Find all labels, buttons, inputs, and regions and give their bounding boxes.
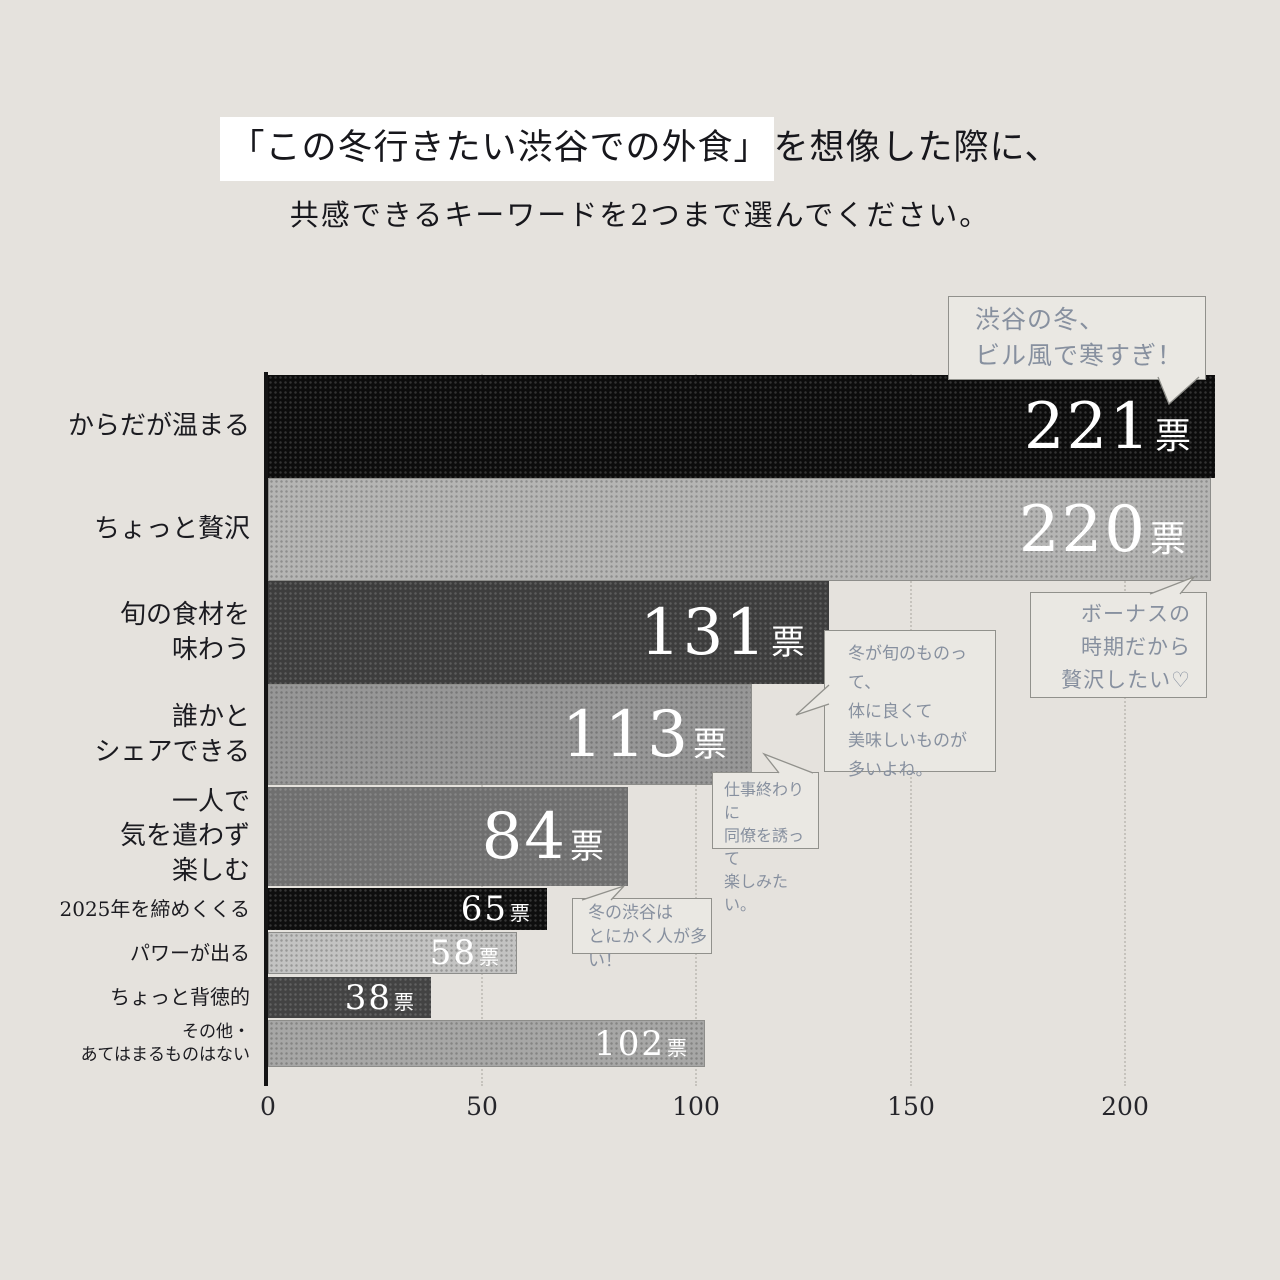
x-tick-150: 150 bbox=[887, 1092, 935, 1121]
speech-bubble-bonus-tail bbox=[1149, 575, 1197, 595]
title-highlight: 「この冬行きたい渋谷での外食」 bbox=[219, 117, 774, 181]
bar-8-value: 38 bbox=[344, 977, 392, 1018]
title-line-1: 「この冬行きたい渋谷での外食」 を想像した際に、 bbox=[0, 117, 1280, 181]
category-label-8: ちょっと背徳的 bbox=[110, 985, 250, 1010]
bar-2-value: 220 bbox=[1018, 492, 1147, 567]
speech-bubble-after-work-tail bbox=[762, 752, 814, 774]
bar-8: 38 票 bbox=[268, 977, 431, 1018]
bar-4-unit: 票 bbox=[693, 724, 729, 765]
bar-6: 65 票 bbox=[268, 888, 547, 930]
title-rest: を想像した際に、 bbox=[773, 128, 1061, 168]
bar-1: 221 票 bbox=[268, 375, 1215, 478]
speech-bubble-cold-wind-tail bbox=[1157, 376, 1200, 406]
speech-bubble-crowded-tail bbox=[581, 885, 625, 901]
bar-9-value: 102 bbox=[594, 1023, 665, 1064]
speech-bubble-seasonal-food-tail bbox=[795, 684, 830, 716]
bar-1-unit: 票 bbox=[1154, 415, 1193, 457]
y-axis-line bbox=[264, 372, 268, 1086]
speech-bubble-seasonal-food: 冬が旬のものって、 体に良くて 美味しいものが 多いよね。 bbox=[824, 630, 996, 780]
speech-bubble-crowded: 冬の渋谷は とにかく人が多い！ bbox=[572, 898, 712, 971]
bar-7: 58 票 bbox=[268, 932, 517, 974]
category-label-9: その他・ あてはまるものはない bbox=[80, 1022, 250, 1065]
bar-5-unit: 票 bbox=[570, 826, 606, 867]
bar-7-unit: 票 bbox=[479, 945, 501, 969]
bar-4: 113 票 bbox=[268, 684, 752, 785]
x-tick-100: 100 bbox=[672, 1092, 720, 1121]
x-tick-0: 0 bbox=[260, 1092, 276, 1121]
bar-8-unit: 票 bbox=[394, 989, 416, 1014]
bar-9-unit: 票 bbox=[667, 1035, 689, 1060]
category-label-3: 旬の食材を 味わう bbox=[119, 600, 250, 665]
category-label-7: パワーが出る bbox=[130, 940, 250, 965]
speech-bubble-cold-wind: 渋谷の冬、 ビル風で寒すぎ！ bbox=[948, 296, 1206, 380]
bar-3-unit: 票 bbox=[771, 622, 807, 663]
gridline-200 bbox=[1124, 374, 1126, 1086]
category-label-6: 2025年を締めくくる bbox=[59, 896, 251, 921]
bar-5-value: 84 bbox=[481, 799, 567, 874]
category-label-2: ちょっと贅沢 bbox=[93, 514, 250, 545]
title-line-2: 共感できるキーワードを2つまで選んでください。 bbox=[289, 198, 991, 232]
bar-6-unit: 票 bbox=[510, 901, 532, 925]
bar-7-value: 58 bbox=[429, 933, 477, 973]
category-label-5: 一人で 気を遣わず 楽しむ bbox=[119, 787, 250, 886]
bar-2: 220 票 bbox=[268, 478, 1211, 581]
x-tick-50: 50 bbox=[466, 1092, 498, 1121]
bar-5: 84 票 bbox=[268, 787, 628, 886]
bar-3-value: 131 bbox=[639, 595, 768, 670]
bar-1-value: 221 bbox=[1023, 389, 1152, 464]
category-label-1: からだが温まる bbox=[67, 411, 250, 442]
category-label-4: 誰かと シェアできる bbox=[94, 702, 250, 767]
x-tick-200: 200 bbox=[1101, 1092, 1149, 1121]
speech-bubble-bonus: ボーナスの 時期だから 贅沢したい♡ bbox=[1030, 592, 1207, 698]
bar-9: 102 票 bbox=[268, 1020, 705, 1067]
bar-4-value: 113 bbox=[561, 697, 690, 772]
page-title: 「この冬行きたい渋谷での外食」 を想像した際に、 共感できるキーワードを2つまで選… bbox=[0, 117, 1280, 234]
bar-3: 131 票 bbox=[268, 581, 829, 684]
bar-6-value: 65 bbox=[460, 889, 508, 929]
speech-bubble-after-work: 仕事終わりに 同僚を誘って 楽しみたい。 bbox=[712, 772, 819, 914]
bar-2-unit: 票 bbox=[1149, 518, 1188, 560]
